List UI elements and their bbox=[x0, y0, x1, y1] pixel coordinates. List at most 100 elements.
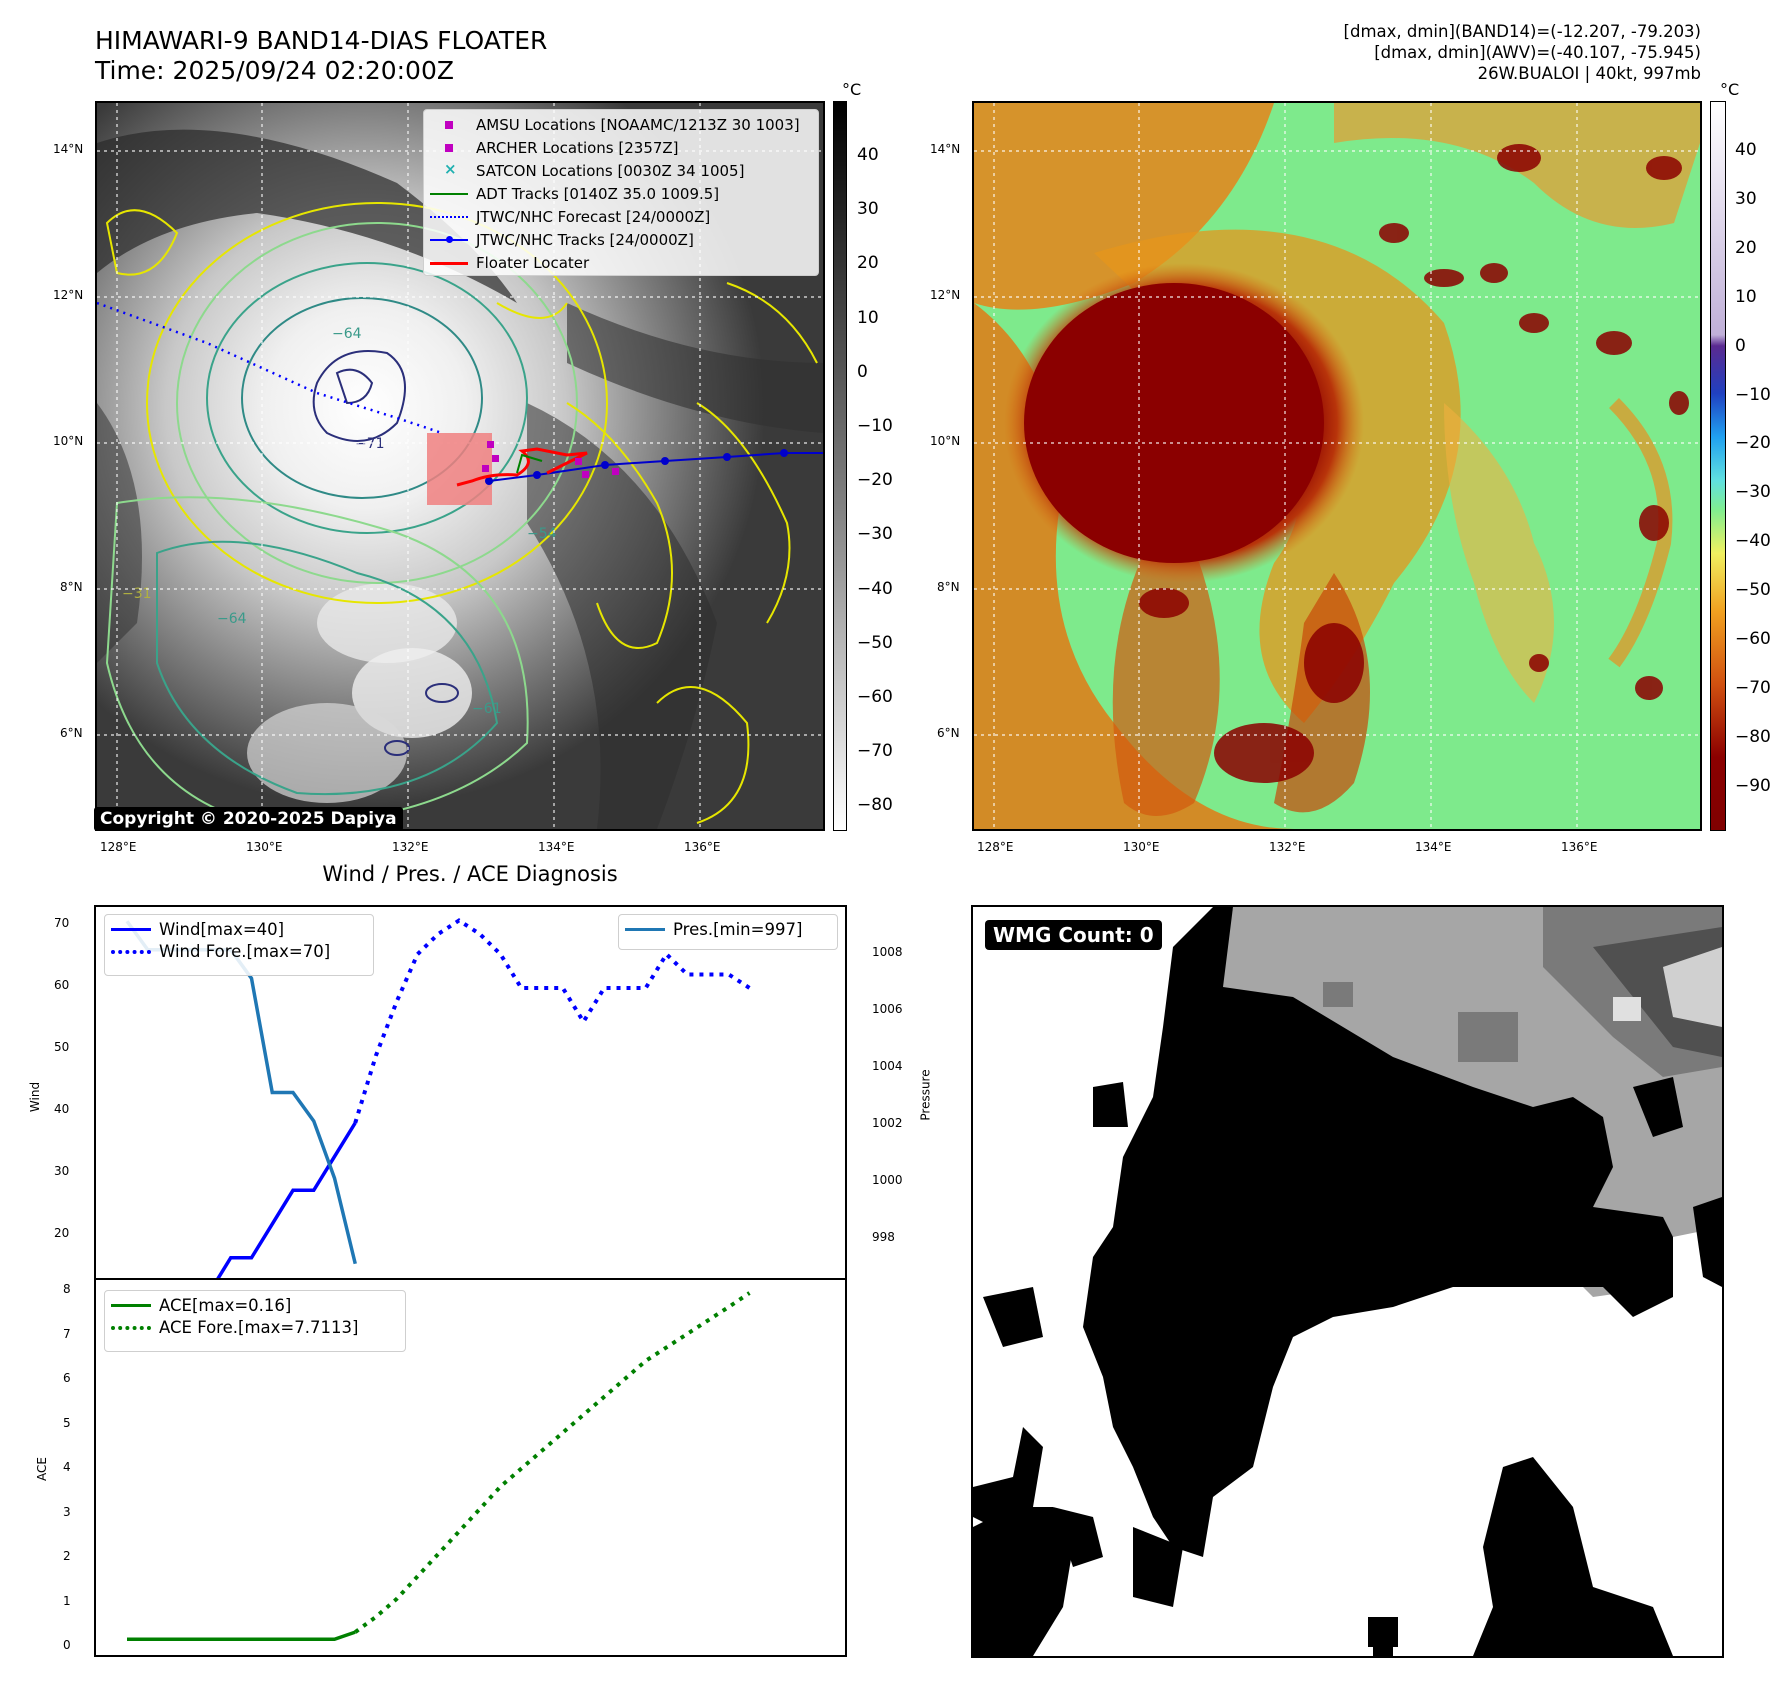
pressure-tick: 1002 bbox=[872, 1116, 903, 1130]
lon-tick: 134°E bbox=[1415, 840, 1452, 854]
colorbar-tick: −40 bbox=[1735, 531, 1771, 552]
lat-tick: 6°N bbox=[60, 726, 83, 740]
legend-label: JTWC/NHC Forecast [24/0000Z] bbox=[476, 207, 711, 226]
colorbar-tick: −70 bbox=[857, 741, 893, 762]
legend-label: SATCON Locations [0030Z 34 1005] bbox=[476, 161, 745, 180]
line-icon bbox=[111, 922, 151, 936]
legend-ace: ACE[max=0.16] bbox=[111, 1294, 399, 1316]
contour-label: −54 bbox=[527, 526, 557, 542]
lat-tick: 12°N bbox=[53, 288, 84, 302]
lon-tick: 136°E bbox=[1561, 840, 1598, 854]
lon-tick: 132°E bbox=[1269, 840, 1306, 854]
ace-panel bbox=[94, 1278, 847, 1657]
legend-label: Pres.[min=997] bbox=[673, 919, 803, 939]
ace-tick: 4 bbox=[63, 1460, 71, 1474]
colorbar-tick: −10 bbox=[857, 416, 893, 436]
storm-info: 26W.BUALOI | 40kt, 997mb bbox=[1477, 64, 1701, 83]
ace-tick: 0 bbox=[63, 1638, 71, 1652]
line-icon bbox=[430, 256, 468, 270]
ace-tick: 1 bbox=[63, 1593, 71, 1608]
legend-wind: Wind[max=40] bbox=[111, 918, 367, 940]
legend-label: ACE Fore.[max=7.7113] bbox=[159, 1317, 359, 1337]
figure-title: HIMAWARI-9 BAND14-DIAS FLOATER bbox=[95, 26, 548, 55]
legend-label: JTWC/NHC Tracks [24/0000Z] bbox=[476, 230, 694, 249]
colorbar-tick: 10 bbox=[857, 307, 879, 328]
dmax-dmin-band14: [dmax, dmin](BAND14)=(-12.207, -79.203) bbox=[1343, 22, 1701, 41]
forecast-track bbox=[97, 301, 443, 435]
ace-tick: 6 bbox=[63, 1371, 71, 1385]
ace-tick: 2 bbox=[63, 1549, 71, 1563]
legend-adt: ADT Tracks [0140Z 35.0 1009.5] bbox=[430, 182, 812, 205]
square-marker-icon bbox=[430, 118, 468, 132]
colorbar-tick: 20 bbox=[857, 253, 879, 274]
ace-tick: 7 bbox=[63, 1326, 71, 1341]
lat-tick: 6°N bbox=[937, 726, 960, 740]
colorbar-tick: −90 bbox=[1735, 775, 1771, 796]
ace-axis-label: ACE bbox=[34, 1457, 49, 1481]
wind-axis-label: Wind bbox=[28, 1081, 43, 1113]
pressure-tick: 1006 bbox=[872, 1002, 903, 1016]
legend-forecast: JTWC/NHC Forecast [24/0000Z] bbox=[430, 205, 812, 228]
ace-tick: 8 bbox=[63, 1282, 71, 1296]
ace-legend: ACE[max=0.16] ACE Fore.[max=7.7113] bbox=[104, 1290, 406, 1352]
wmg-count-badge: WMG Count: 0 bbox=[985, 920, 1162, 950]
wind-tick: 50 bbox=[54, 1040, 70, 1054]
colorbar-tick: 10 bbox=[1735, 286, 1757, 307]
colorbar-tick: −40 bbox=[857, 578, 893, 599]
colorbar-tick: −20 bbox=[857, 470, 893, 491]
legend-label: ARCHER Locations [2357Z] bbox=[476, 138, 679, 157]
wind-line bbox=[216, 1121, 357, 1278]
diagnosis-title: Wind / Pres. / ACE Diagnosis bbox=[322, 862, 618, 886]
legend-label: ACE[max=0.16] bbox=[159, 1295, 292, 1315]
wind-tick: 70 bbox=[54, 916, 70, 930]
legend-amsu: AMSU Locations [NOAAMC/1213Z 30 1003] bbox=[430, 113, 812, 136]
lat-tick: 14°N bbox=[930, 142, 961, 156]
colorbar-tick: 30 bbox=[857, 199, 879, 220]
lat-tick: 14°N bbox=[53, 142, 84, 156]
pressure-legend: Pres.[min=997] bbox=[618, 914, 838, 950]
wind-tick: 20 bbox=[54, 1226, 70, 1240]
x-marker-icon: × bbox=[444, 159, 457, 178]
colorbar-tick: −30 bbox=[857, 524, 893, 545]
colorbar-tick: −20 bbox=[1735, 433, 1771, 454]
adt-track bbox=[516, 453, 543, 474]
contour-label: −64 bbox=[217, 611, 247, 627]
legend-label: ADT Tracks [0140Z 35.0 1009.5] bbox=[476, 184, 720, 203]
lat-tick: 10°N bbox=[53, 434, 84, 448]
colorbar-tick: −70 bbox=[1735, 677, 1771, 698]
line-icon bbox=[111, 1298, 151, 1312]
floater-track bbox=[456, 447, 588, 487]
legend-satcon: × SATCON Locations [0030Z 34 1005] bbox=[430, 159, 812, 182]
wmg-panel bbox=[971, 905, 1724, 1658]
wind-forecast-line bbox=[353, 918, 751, 1124]
ace-plot bbox=[127, 1291, 751, 1642]
contour-label: −71 bbox=[355, 436, 385, 452]
ace-forecast-line bbox=[354, 1291, 751, 1634]
dotted-line-icon bbox=[430, 210, 468, 224]
legend-label: Wind Fore.[max=70] bbox=[159, 941, 331, 961]
legend-wind-fore: Wind Fore.[max=70] bbox=[111, 940, 367, 962]
ace-line bbox=[127, 1630, 356, 1642]
square-marker-icon bbox=[430, 141, 468, 155]
colorbar-tick: 40 bbox=[1735, 140, 1757, 160]
dotted-line-icon bbox=[111, 1320, 151, 1334]
lat-tick: 8°N bbox=[60, 580, 83, 594]
pressure-tick: 998 bbox=[872, 1230, 895, 1244]
dotted-line-icon bbox=[111, 944, 151, 958]
lon-tick: 130°E bbox=[246, 840, 283, 854]
colorbar-tick: −60 bbox=[1735, 629, 1771, 649]
map-legend: AMSU Locations [NOAAMC/1213Z 30 1003] AR… bbox=[423, 109, 819, 276]
lon-tick: 128°E bbox=[100, 840, 137, 854]
colorbar-tick: −60 bbox=[857, 687, 893, 707]
awv-map bbox=[972, 101, 1702, 831]
colorbar-tick: 20 bbox=[1735, 237, 1757, 258]
colorbar-unit: °C bbox=[1720, 80, 1740, 99]
legend-jtwc-tracks: JTWC/NHC Tracks [24/0000Z] bbox=[430, 228, 812, 251]
ace-tick: 3 bbox=[63, 1504, 71, 1519]
colorbar-tick: −80 bbox=[1735, 726, 1771, 747]
legend-floater: Floater Locater bbox=[430, 251, 812, 274]
contour-label: −61 bbox=[472, 701, 502, 717]
wind-legend: Wind[max=40] Wind Fore.[max=70] bbox=[104, 914, 374, 976]
pressure-tick: 1000 bbox=[872, 1173, 903, 1187]
lat-tick: 10°N bbox=[930, 434, 961, 448]
